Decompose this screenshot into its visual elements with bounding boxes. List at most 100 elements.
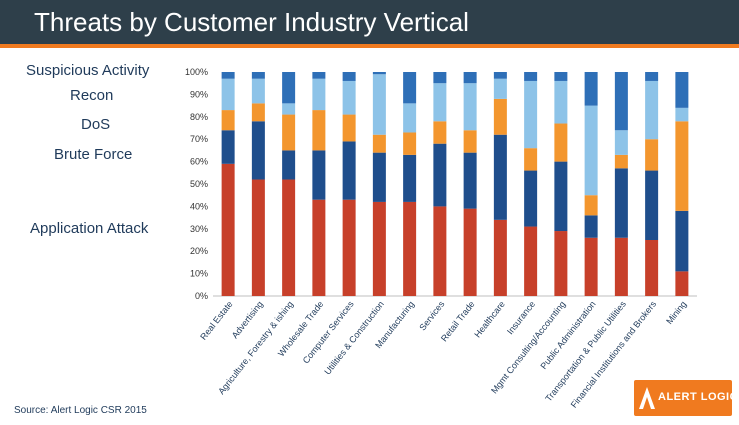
bar-dos-transportation-public-utilities xyxy=(614,154,628,169)
bar-brute-force-healthcare xyxy=(493,134,507,220)
bar-dos-retail-trade xyxy=(463,130,477,153)
bar-application-attack-manufacturing xyxy=(403,201,417,296)
bar-application-attack-utilities-construction xyxy=(372,201,386,296)
bar-dos-real-estate xyxy=(221,110,235,131)
chart-title: Threats by Customer Industry Vertical xyxy=(34,7,469,37)
y-tick-label: 60% xyxy=(190,157,208,167)
bar-suspicious-activity-utilities-construction xyxy=(372,72,386,75)
bar-dos-healthcare xyxy=(493,98,507,135)
y-tick-label: 20% xyxy=(190,246,208,256)
y-tick-label: 80% xyxy=(190,112,208,122)
bar-dos-advertising xyxy=(251,103,265,122)
bar-brute-force-wholesale-trade xyxy=(312,150,326,200)
bar-brute-force-services xyxy=(433,143,447,207)
bar-suspicious-activity-services xyxy=(433,72,447,84)
bar-application-attack-financial-institutions-and-brokers xyxy=(645,240,659,296)
bar-recon-advertising xyxy=(251,78,265,104)
bar-brute-force-retail-trade xyxy=(463,152,477,209)
bar-application-attack-real-estate xyxy=(221,163,235,296)
bar-dos-wholesale-trade xyxy=(312,110,326,151)
bar-dos-manufacturing xyxy=(403,132,417,155)
bar-recon-public-administration xyxy=(584,105,598,196)
y-tick-label: 40% xyxy=(190,201,208,211)
bar-suspicious-activity-real-estate xyxy=(221,72,235,79)
bar-dos-utilities-construction xyxy=(372,134,386,153)
bar-application-attack-public-administration xyxy=(584,237,598,296)
bar-recon-utilities-construction xyxy=(372,74,386,135)
bar-recon-services xyxy=(433,83,447,122)
bar-recon-mining xyxy=(675,107,689,122)
y-tick-label: 30% xyxy=(190,224,208,234)
bar-suspicious-activity-healthcare xyxy=(493,72,507,79)
bar-application-attack-wholesale-trade xyxy=(312,199,326,296)
bar-application-attack-services xyxy=(433,206,447,296)
bar-brute-force-manufacturing xyxy=(403,154,417,202)
bar-suspicious-activity-wholesale-trade xyxy=(312,72,326,79)
bar-suspicious-activity-retail-trade xyxy=(463,72,477,84)
bar-suspicious-activity-agriculture-forestry-ishing xyxy=(282,72,296,104)
bar-dos-mgmt-consulting-accounting xyxy=(554,123,568,162)
bar-recon-agriculture-forestry-ishing xyxy=(282,103,296,115)
bar-recon-mgmt-consulting-accounting xyxy=(554,80,568,124)
title-bar: Threats by Customer Industry Vertical xyxy=(0,0,739,48)
bar-dos-mining xyxy=(675,121,689,211)
bar-suspicious-activity-mining xyxy=(675,72,689,108)
bar-recon-wholesale-trade xyxy=(312,78,326,111)
y-tick-label: 0% xyxy=(195,291,208,301)
bar-dos-insurance xyxy=(524,148,538,171)
x-tick-label: Public Administration xyxy=(538,299,597,371)
y-tick-label: 100% xyxy=(185,67,208,77)
bar-application-attack-agriculture-forestry-ishing xyxy=(282,179,296,296)
bar-application-attack-insurance xyxy=(524,226,538,296)
legend-label-dos: DoS xyxy=(81,116,111,133)
logo-mark-icon xyxy=(639,387,655,409)
x-tick-label: Services xyxy=(417,299,446,333)
bar-suspicious-activity-transportation-public-utilities xyxy=(614,72,628,131)
y-tick-label: 90% xyxy=(190,89,208,99)
bar-recon-healthcare xyxy=(493,78,507,99)
bar-dos-services xyxy=(433,121,447,144)
bar-application-attack-mining xyxy=(675,271,689,296)
bar-recon-manufacturing xyxy=(403,103,417,133)
bar-suspicious-activity-computer-services xyxy=(342,72,356,81)
bar-dos-agriculture-forestry-ishing xyxy=(282,114,296,151)
bar-recon-real-estate xyxy=(221,78,235,111)
bar-brute-force-insurance xyxy=(524,170,538,227)
bar-application-attack-retail-trade xyxy=(463,208,477,296)
y-tick-label: 10% xyxy=(190,269,208,279)
bar-recon-financial-institutions-and-brokers xyxy=(645,80,659,140)
bar-suspicious-activity-financial-institutions-and-brokers xyxy=(645,72,659,81)
bar-application-attack-mgmt-consulting-accounting xyxy=(554,231,568,296)
legend-label-recon: Recon xyxy=(70,87,114,104)
x-tick-label: Real Estate xyxy=(198,299,235,342)
bar-dos-financial-institutions-and-brokers xyxy=(645,139,659,171)
bar-suspicious-activity-public-administration xyxy=(584,72,598,106)
y-tick-label: 70% xyxy=(190,134,208,144)
legend-label-application-attack: Application Attack xyxy=(30,220,149,237)
bar-brute-force-financial-institutions-and-brokers xyxy=(645,170,659,240)
alert-logic-logo: ALERT LOGIC xyxy=(634,380,738,416)
bar-brute-force-transportation-public-utilities xyxy=(614,168,628,238)
bar-application-attack-computer-services xyxy=(342,199,356,296)
bar-brute-force-mining xyxy=(675,210,689,272)
logo-text: ALERT LOGIC xyxy=(658,391,739,403)
bar-brute-force-real-estate xyxy=(221,130,235,164)
bar-brute-force-mgmt-consulting-accounting xyxy=(554,161,568,232)
bar-brute-force-public-administration xyxy=(584,215,598,238)
bar-dos-public-administration xyxy=(584,195,598,216)
bar-application-attack-transportation-public-utilities xyxy=(614,237,628,296)
bar-application-attack-healthcare xyxy=(493,219,507,296)
bar-dos-computer-services xyxy=(342,114,356,142)
bar-brute-force-computer-services xyxy=(342,141,356,200)
bar-recon-retail-trade xyxy=(463,83,477,131)
bar-recon-transportation-public-utilities xyxy=(614,130,628,155)
bar-suspicious-activity-mgmt-consulting-accounting xyxy=(554,72,568,81)
bar-suspicious-activity-manufacturing xyxy=(403,72,417,104)
bar-recon-computer-services xyxy=(342,80,356,115)
bar-suspicious-activity-insurance xyxy=(524,72,538,81)
bar-suspicious-activity-advertising xyxy=(251,72,265,79)
x-tick-label: Insurance xyxy=(505,299,537,336)
bar-brute-force-advertising xyxy=(251,121,265,180)
legend-label-suspicious-activity: Suspicious Activity xyxy=(26,62,150,79)
bar-recon-insurance xyxy=(524,80,538,149)
